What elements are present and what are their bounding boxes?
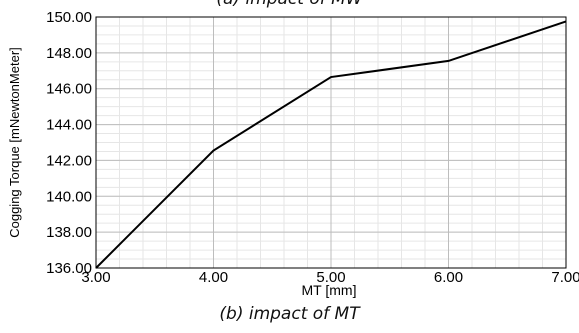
- data-series: [95, 20, 567, 269]
- y-tick-label: 140.00: [46, 188, 92, 205]
- y-tick-label: 142.00: [46, 152, 92, 169]
- y-tick-label: 148.00: [46, 45, 92, 62]
- caption-bottom: (b) impact of MT: [219, 304, 360, 324]
- y-tick-label: 136.00: [46, 260, 92, 277]
- x-tick-label: 4.00: [199, 269, 228, 286]
- x-tick-label: 3.00: [81, 269, 110, 286]
- x-tick-label: 7.00: [551, 269, 579, 286]
- tick-labels: 3.00 4.00 5.00 6.00 7.00 136.00 138.00 140.00 14…: [46, 9, 579, 286]
- x-tick-label: 6.00: [434, 269, 463, 286]
- x-tick-label: 5.00: [316, 269, 345, 286]
- y-tick-label: 138.00: [46, 224, 92, 241]
- y-axis-label: Cogging Torque [mNewtonMeter]: [7, 47, 22, 238]
- y-tick-label: 144.00: [46, 117, 92, 134]
- y-tick-label: 150.00: [46, 9, 92, 26]
- x-axis-label: MT [mm]: [302, 282, 357, 298]
- y-tick-label: 146.00: [46, 81, 92, 98]
- plot-area: [95, 16, 567, 269]
- caption-top: (a) impact of MW: [0, 0, 579, 9]
